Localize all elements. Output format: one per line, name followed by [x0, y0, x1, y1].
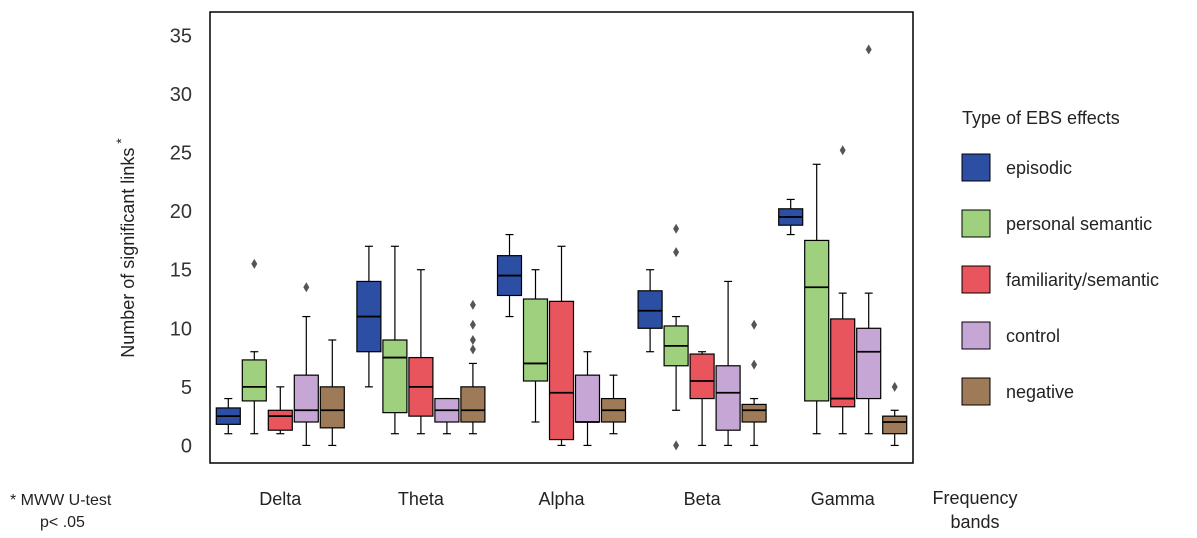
legend-item: familiarity/semantic — [961, 265, 1159, 294]
box-negative-beta — [741, 319, 767, 447]
box-iqr — [319, 386, 345, 429]
legend-label: control — [1006, 326, 1060, 346]
box-episodic-theta — [356, 245, 382, 388]
box-control-theta — [434, 397, 460, 435]
box-control-alpha — [574, 351, 601, 447]
legend-swatch — [961, 377, 991, 406]
legend-item: episodic — [961, 153, 1072, 182]
box-familiarity-semantic-gamma — [830, 145, 856, 435]
x-axis-category-labels: Delta Theta Alpha Beta Gamma — [259, 489, 875, 509]
box-iqr — [382, 339, 408, 414]
x-axis-title-line-2: bands — [950, 512, 999, 532]
legend-swatch — [961, 209, 991, 238]
box-iqr — [804, 239, 830, 402]
outlier-point — [303, 282, 310, 293]
box-negative-theta — [460, 299, 486, 435]
box-iqr — [522, 298, 549, 382]
legend: episodic personal semantic familiarity/sem… — [961, 153, 1159, 406]
box-familiarity-semantic-alpha — [548, 245, 575, 447]
legend-label: negative — [1006, 382, 1074, 402]
x-tick-label: Beta — [684, 489, 722, 509]
box-control-delta — [293, 282, 319, 447]
x-tick-label: Delta — [259, 489, 302, 509]
outlier-point — [839, 145, 846, 156]
outlier-point — [469, 335, 476, 345]
box-personal-semantic-theta — [382, 245, 408, 435]
y-axis-title: Number of significant links * — [113, 138, 138, 358]
y-tick-label: 15 — [170, 260, 192, 282]
legend-item: control — [961, 321, 1060, 350]
box-familiarity-semantic-theta — [408, 269, 434, 435]
x-tick-label: Gamma — [811, 489, 876, 509]
y-axis-ticks: 0 5 10 15 20 25 30 35 — [170, 25, 192, 457]
outlier-point — [469, 344, 476, 355]
box-iqr — [689, 353, 715, 400]
outlier-point — [751, 319, 758, 330]
outlier-point — [673, 223, 680, 234]
outlier-point — [251, 258, 258, 269]
y-axis-title-text: Number of significant links — [118, 148, 138, 358]
box-series-group — [215, 44, 908, 451]
box-negative-gamma — [882, 381, 908, 447]
box-control-gamma — [856, 44, 882, 435]
box-iqr — [460, 386, 486, 423]
plot-frame — [209, 11, 914, 464]
legend-swatch — [961, 153, 991, 182]
box-control-beta — [715, 280, 741, 447]
legend-label: episodic — [1006, 158, 1072, 178]
y-tick-label: 10 — [170, 318, 192, 340]
legend-item: personal semantic — [961, 209, 1152, 238]
box-personal-semantic-beta — [663, 223, 689, 451]
y-axis-title-marker: * — [113, 138, 129, 144]
y-tick-label: 35 — [170, 25, 192, 47]
y-tick-label: 20 — [170, 201, 192, 223]
box-iqr — [637, 290, 663, 329]
outlier-point — [673, 440, 680, 451]
footnote-line-1: * MWW U-test — [10, 492, 112, 509]
box-iqr — [574, 374, 601, 423]
box-episodic-delta — [215, 397, 241, 435]
box-iqr — [267, 409, 293, 431]
box-negative-delta — [319, 339, 345, 447]
outlier-point — [891, 381, 898, 392]
x-tick-label: Alpha — [538, 489, 585, 509]
box-episodic-gamma — [778, 198, 804, 236]
y-tick-label: 30 — [170, 84, 192, 106]
legend-swatch — [961, 321, 991, 350]
box-iqr — [830, 318, 856, 408]
outlier-point — [469, 319, 476, 330]
outlier-point — [469, 299, 476, 310]
box-iqr — [741, 403, 767, 423]
legend-title: Type of EBS effects — [962, 108, 1120, 128]
y-tick-label: 25 — [170, 143, 192, 165]
box-iqr — [241, 359, 267, 402]
outlier-point — [673, 247, 680, 258]
legend-swatch — [961, 265, 991, 294]
x-axis-title-line-1: Frequency — [932, 488, 1017, 508]
y-tick-label: 0 — [181, 435, 192, 457]
outlier-point — [865, 44, 872, 55]
box-episodic-beta — [637, 269, 663, 353]
outlier-point — [751, 359, 758, 370]
box-iqr — [856, 327, 882, 400]
y-tick-label: 5 — [181, 377, 192, 399]
box-personal-semantic-delta — [241, 258, 267, 435]
x-tick-label: Theta — [398, 489, 445, 509]
legend-label: personal semantic — [1006, 214, 1152, 234]
legend-label: familiarity/semantic — [1006, 270, 1159, 290]
legend-item: negative — [961, 377, 1074, 406]
box-negative-alpha — [600, 374, 627, 435]
box-iqr — [715, 365, 741, 431]
box-iqr — [293, 374, 319, 423]
box-iqr — [548, 300, 575, 441]
box-iqr — [882, 415, 908, 435]
box-personal-semantic-gamma — [804, 163, 830, 435]
box-familiarity-semantic-beta — [689, 351, 715, 447]
footnote-line-2: p< .05 — [40, 514, 85, 531]
box-familiarity-semantic-delta — [267, 386, 293, 435]
box-personal-semantic-alpha — [522, 269, 549, 423]
box-episodic-alpha — [496, 233, 523, 318]
